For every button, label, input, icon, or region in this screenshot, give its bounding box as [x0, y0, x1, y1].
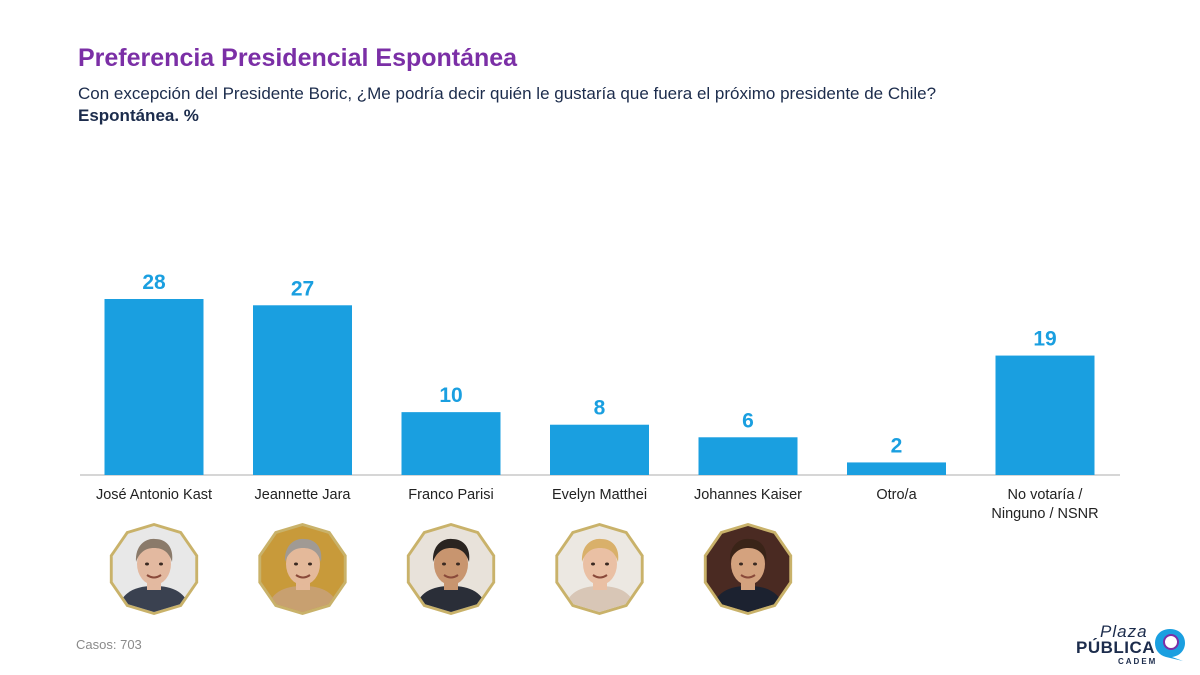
category-label-1: José Antonio Kast [96, 487, 212, 503]
portrait-matthei-icon [555, 523, 644, 615]
bar-2 [253, 305, 352, 475]
bar-value-label-1: 28 [142, 271, 166, 294]
portrait-parisi-icon [406, 523, 496, 615]
logo-text-cadem: CADEM [1118, 657, 1158, 666]
bar-5 [698, 437, 798, 475]
bar-value-label-4: 8 [594, 397, 606, 420]
bar-1 [104, 299, 204, 475]
chart-title: Preferencia Presidencial Espontánea [78, 44, 518, 72]
portrait-jara-icon [258, 523, 347, 615]
category-label-5: Johannes Kaiser [694, 487, 802, 503]
cases-value: 703 [120, 637, 142, 652]
category-label-7-line-2: Ninguno / NSNR [991, 506, 1098, 522]
category-label-2: Jeannette Jara [255, 487, 352, 503]
bar-3 [401, 412, 501, 475]
unit-label: Espontánea. % [78, 106, 199, 125]
speech-bubble-icon [1155, 629, 1185, 661]
category-label-6: Otro/a [876, 487, 917, 503]
logo-text-publica: PÚBLICA [1076, 638, 1156, 657]
category-label-7-line-1: No votaría / [1008, 487, 1084, 503]
bar-value-label-6: 2 [891, 434, 903, 457]
bar-value-label-2: 27 [291, 277, 314, 300]
bar-value-label-5: 6 [742, 409, 754, 432]
category-label-3: Franco Parisi [408, 487, 493, 503]
bar-value-label-3: 10 [439, 384, 462, 407]
bar-7 [995, 355, 1095, 475]
bar-6 [847, 462, 946, 475]
plaza-publica-cadem-logo: Plaza PÚBLICA CADEM [1072, 622, 1192, 668]
chart-subtitle: Con excepción del Presidente Boric, ¿Me … [78, 84, 937, 103]
portrait-kaiser-icon [703, 523, 793, 615]
category-label-4: Evelyn Matthei [552, 487, 647, 503]
bar-4 [550, 424, 649, 475]
cases-label: Casos: [76, 637, 117, 652]
cases-footer: Casos: 703 [76, 637, 142, 652]
bar-value-label-7: 19 [1033, 328, 1056, 351]
logo-text-plaza: Plaza [1100, 622, 1148, 641]
portrait-kast-icon [109, 523, 199, 615]
